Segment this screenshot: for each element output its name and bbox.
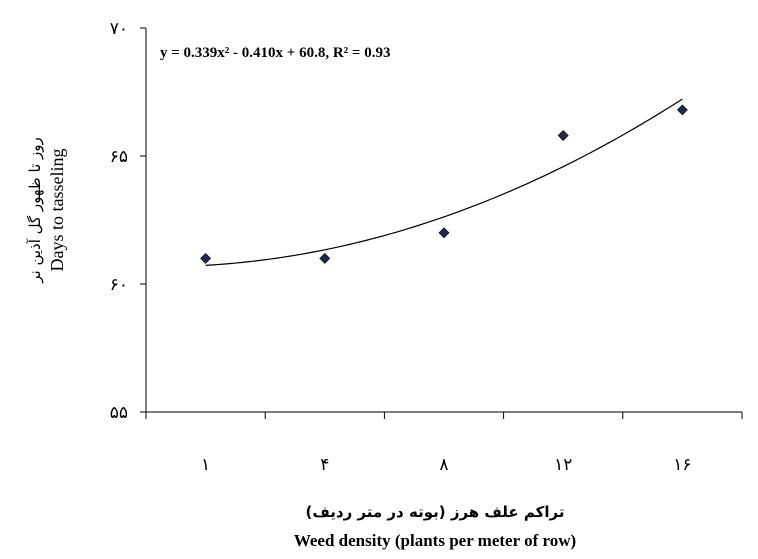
y-tick-label-2: ۶۵ <box>110 147 128 167</box>
y-axis-label-en: Days to tasseling <box>47 149 67 272</box>
x-axis-label-en: Weed density (plants per meter of row) <box>294 531 576 550</box>
y-ticks <box>140 27 146 413</box>
x-ticks <box>145 412 743 419</box>
data-point-3 <box>557 130 569 141</box>
x-tick-label-2: ۸ <box>439 455 448 475</box>
x-tick-label-0: ۱ <box>201 455 210 475</box>
trendline-equation: y = 0.339x² - 0.410x + 60.8, R² = 0.93 <box>160 45 390 61</box>
data-point-4 <box>676 104 688 116</box>
data-point-1 <box>319 252 331 264</box>
x-tick-labels: ۱ ۴ ۸ ۱۲ ۱۶ <box>201 455 692 475</box>
y-tick-labels: ۵۵ ۶۰ ۶۵ ۷۰ <box>110 19 128 423</box>
x-tick-label-4: ۱۶ <box>673 455 691 475</box>
y-tick-label-0: ۵۵ <box>110 403 128 423</box>
trendline <box>205 98 683 266</box>
x-axis-label-fa: تراکم علف هرز (بوته در متر ردیف) <box>306 503 565 521</box>
x-tick-label-1: ۴ <box>320 455 329 475</box>
y-tick-label-1: ۶۰ <box>110 275 128 295</box>
data-points <box>200 104 688 264</box>
data-point-2 <box>438 227 450 239</box>
y-tick-label-3: ۷۰ <box>110 19 128 39</box>
y-axis-label-fa: روز تا ظهور گل آذین نر <box>26 137 44 284</box>
x-tick-label-3: ۱۲ <box>554 455 572 475</box>
data-point-0 <box>200 252 212 264</box>
